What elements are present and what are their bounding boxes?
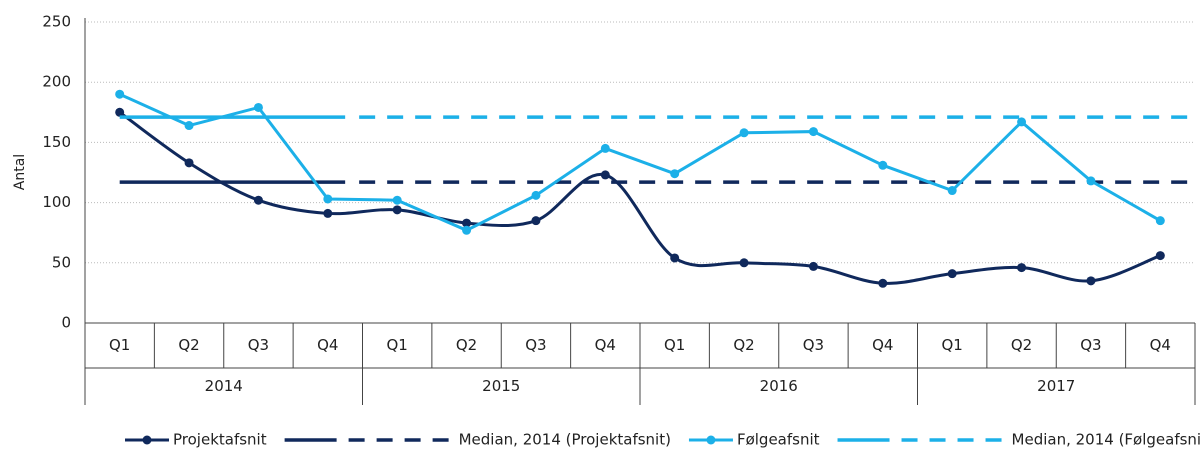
data-point <box>531 216 541 226</box>
data-point <box>1155 216 1165 226</box>
legend-label: Følgeafsnit <box>737 431 820 449</box>
data-point <box>184 121 194 131</box>
legend-marker <box>706 435 716 445</box>
x-tick-label: Q2 <box>178 336 199 354</box>
data-point <box>808 127 818 137</box>
data-point <box>184 158 194 168</box>
data-point <box>600 143 610 153</box>
x-tick-label: Q1 <box>942 336 963 354</box>
series-line <box>118 111 1161 285</box>
group-label: 2015 <box>482 377 520 395</box>
data-point <box>600 170 610 180</box>
group-label: 2017 <box>1037 377 1075 395</box>
legend-label: Projektafsnit <box>173 431 267 449</box>
legend-label: Median, 2014 (Projektafsnit) <box>459 431 671 449</box>
data-point <box>392 205 402 215</box>
data-point <box>323 208 333 218</box>
x-tick-label: Q4 <box>1150 336 1171 354</box>
data-point <box>1086 176 1096 186</box>
data-point <box>947 269 957 279</box>
data-point <box>462 225 472 235</box>
x-tick-label: Q4 <box>317 336 338 354</box>
data-point <box>1155 251 1165 261</box>
data-point <box>1017 263 1027 273</box>
legend-label: Median, 2014 (Følgeafsnit) <box>1012 431 1200 449</box>
data-point <box>808 261 818 271</box>
x-tick-label: Q4 <box>595 336 616 354</box>
data-point <box>1017 117 1027 127</box>
legend-marker <box>142 435 152 445</box>
data-point <box>670 253 680 263</box>
x-tick-label: Q3 <box>248 336 269 354</box>
y-tick-label: 250 <box>42 13 71 31</box>
data-point <box>739 128 749 138</box>
y-tick-label: 100 <box>42 193 71 211</box>
x-tick-label: Q3 <box>1080 336 1101 354</box>
x-tick-label: Q3 <box>525 336 546 354</box>
data-point <box>1086 276 1096 286</box>
y-tick-label: 50 <box>52 253 71 271</box>
x-tick-label: Q2 <box>456 336 477 354</box>
data-point <box>392 195 402 205</box>
x-tick-label: Q2 <box>733 336 754 354</box>
y-tick-label: 0 <box>61 314 71 332</box>
x-tick-label: Q4 <box>872 336 893 354</box>
y-tick-label: 150 <box>42 133 71 151</box>
x-tick-label: Q1 <box>664 336 685 354</box>
y-tick-label: 200 <box>42 73 71 91</box>
data-point <box>531 190 541 200</box>
data-point <box>462 218 472 228</box>
data-point <box>947 186 957 196</box>
data-point <box>878 278 888 288</box>
data-point <box>670 169 680 179</box>
x-tick-label: Q2 <box>1011 336 1032 354</box>
data-point <box>253 102 263 112</box>
group-label: 2014 <box>205 377 243 395</box>
y-axis-label: Antal <box>12 154 28 190</box>
data-point <box>253 195 263 205</box>
x-tick-label: Q1 <box>387 336 408 354</box>
x-tick-label: Q1 <box>109 336 130 354</box>
data-point <box>115 89 125 99</box>
group-label: 2016 <box>760 377 798 395</box>
x-tick-label: Q3 <box>803 336 824 354</box>
data-point <box>115 107 125 117</box>
data-point <box>739 258 749 268</box>
series-line <box>119 92 1162 232</box>
data-point <box>323 194 333 204</box>
data-point <box>878 160 888 170</box>
